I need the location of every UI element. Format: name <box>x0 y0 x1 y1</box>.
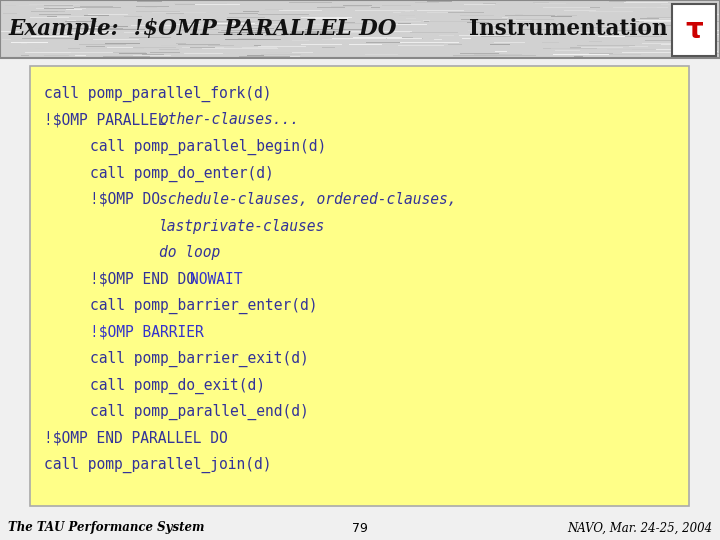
Text: call pomp_barrier_exit(d): call pomp_barrier_exit(d) <box>90 351 309 367</box>
Text: other-clauses...: other-clauses... <box>160 112 300 127</box>
FancyBboxPatch shape <box>672 4 716 56</box>
Text: call pomp_parallel_begin(d): call pomp_parallel_begin(d) <box>90 139 326 155</box>
Text: call pomp_do_enter(d): call pomp_do_enter(d) <box>90 165 274 181</box>
Text: Instrumentation: Instrumentation <box>469 18 667 40</box>
Text: !$OMP BARRIER: !$OMP BARRIER <box>90 325 204 340</box>
Text: NOWAIT: NOWAIT <box>190 272 243 287</box>
Text: call pomp_do_exit(d): call pomp_do_exit(d) <box>90 377 265 394</box>
Text: !$OMP END PARALLEL DO: !$OMP END PARALLEL DO <box>44 430 228 445</box>
Text: NAVO, Mar. 24-25, 2004: NAVO, Mar. 24-25, 2004 <box>567 522 712 535</box>
Text: call pomp_parallel_join(d): call pomp_parallel_join(d) <box>44 457 271 473</box>
Text: !$OMP DO: !$OMP DO <box>90 192 168 207</box>
Text: do loop: do loop <box>159 245 220 260</box>
Text: call pomp_parallel_end(d): call pomp_parallel_end(d) <box>90 404 309 420</box>
Text: schedule-clauses, ordered-clauses,: schedule-clauses, ordered-clauses, <box>159 192 456 207</box>
Text: !$OMP END DO: !$OMP END DO <box>90 272 204 287</box>
Text: The TAU Performance System: The TAU Performance System <box>8 522 204 535</box>
Text: 79: 79 <box>352 522 368 535</box>
Text: call pomp_barrier_enter(d): call pomp_barrier_enter(d) <box>90 298 318 314</box>
FancyBboxPatch shape <box>30 66 689 506</box>
Text: call pomp_parallel_fork(d): call pomp_parallel_fork(d) <box>44 86 271 102</box>
Text: lastprivate-clauses: lastprivate-clauses <box>159 219 325 233</box>
Text: τ: τ <box>685 16 703 44</box>
Text: !$OMP PARALLEL: !$OMP PARALLEL <box>44 112 175 127</box>
Text: Example:  !$OMP PARALLEL DO: Example: !$OMP PARALLEL DO <box>8 18 404 40</box>
